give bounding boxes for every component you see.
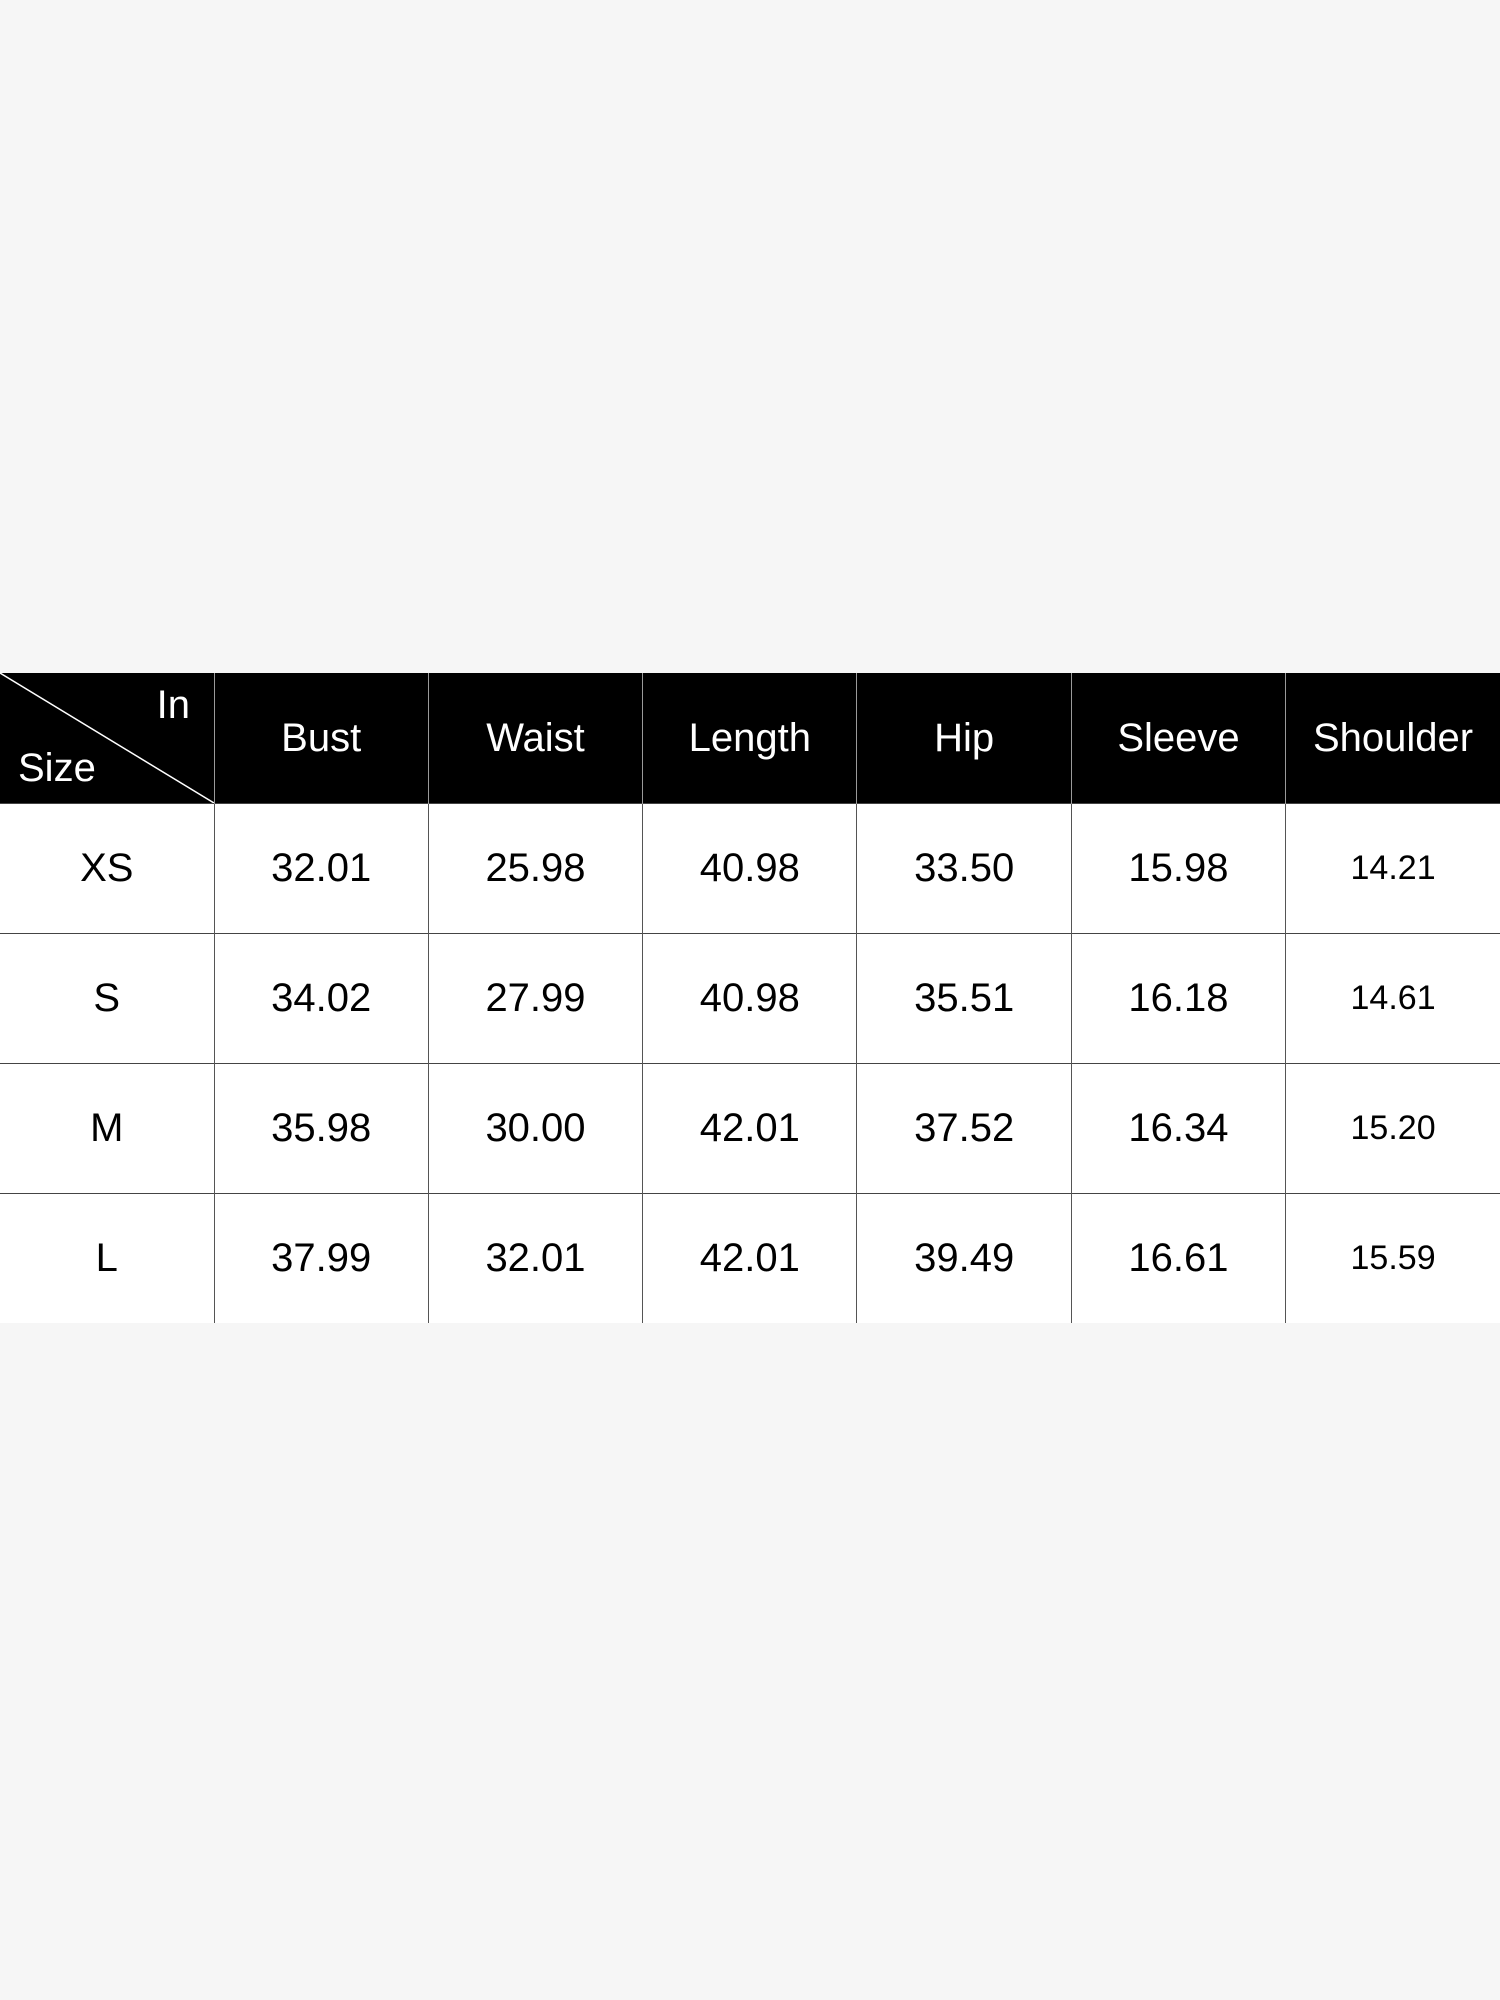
table-row: S 34.02 27.99 40.98 35.51 16.18 14.61 <box>0 933 1500 1064</box>
header-length: Length <box>642 673 857 804</box>
header-row: In Size Bust Waist Length Hip Sleeve Sho… <box>0 673 1500 804</box>
value-cell: 16.61 <box>1070 1193 1286 1323</box>
size-cell: S <box>0 933 214 1064</box>
value-cell: 32.01 <box>427 1193 643 1323</box>
table-row: XS 32.01 25.98 40.98 33.50 15.98 14.21 <box>0 803 1500 934</box>
size-label: Size <box>18 746 96 790</box>
header-bust: Bust <box>213 673 429 804</box>
value-cell: 30.00 <box>427 1063 643 1194</box>
value-cell: 25.98 <box>427 803 643 934</box>
header-waist: Waist <box>427 673 643 804</box>
value-cell: 37.52 <box>856 1063 1072 1194</box>
value-cell: 35.51 <box>856 933 1072 1064</box>
value-cell: 15.59 <box>1285 1193 1500 1323</box>
value-cell: 42.01 <box>642 1063 857 1194</box>
value-cell: 15.98 <box>1070 803 1286 934</box>
header-hip: Hip <box>856 673 1072 804</box>
value-cell: 40.98 <box>642 933 857 1064</box>
value-cell: 14.21 <box>1285 803 1500 934</box>
value-cell: 27.99 <box>427 933 643 1064</box>
header-shoulder: Shoulder <box>1285 673 1500 804</box>
value-cell: 33.50 <box>856 803 1072 934</box>
header-sleeve: Sleeve <box>1070 673 1286 804</box>
size-chart-table: In Size Bust Waist Length Hip Sleeve Sho… <box>0 673 1500 1323</box>
value-cell: 37.99 <box>213 1193 429 1323</box>
value-cell: 16.18 <box>1070 933 1286 1064</box>
value-cell: 40.98 <box>642 803 857 934</box>
table-row: L 37.99 32.01 42.01 39.49 16.61 15.59 <box>0 1193 1500 1323</box>
value-cell: 39.49 <box>856 1193 1072 1323</box>
value-cell: 16.34 <box>1070 1063 1286 1194</box>
value-cell: 32.01 <box>213 803 429 934</box>
size-cell: XS <box>0 803 214 934</box>
diagonal-divider <box>0 673 214 803</box>
corner-header: In Size <box>0 673 214 804</box>
value-cell: 14.61 <box>1285 933 1500 1064</box>
unit-label: In <box>156 683 190 727</box>
table-row: M 35.98 30.00 42.01 37.52 16.34 15.20 <box>0 1063 1500 1194</box>
value-cell: 15.20 <box>1285 1063 1500 1194</box>
size-cell: L <box>0 1193 214 1323</box>
value-cell: 42.01 <box>642 1193 857 1323</box>
value-cell: 35.98 <box>213 1063 429 1194</box>
value-cell: 34.02 <box>213 933 429 1064</box>
size-cell: M <box>0 1063 214 1194</box>
